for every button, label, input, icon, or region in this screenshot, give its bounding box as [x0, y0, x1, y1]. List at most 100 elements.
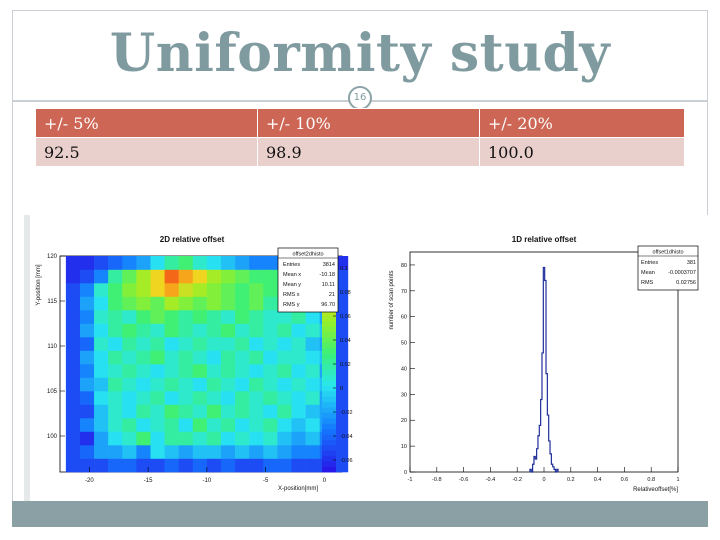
heatmap-cell: [178, 418, 194, 432]
heatmap-cell: [249, 445, 264, 459]
heatmap-cell: [79, 310, 95, 324]
heatmap-y-ticks: 120 115 110 105 100: [47, 254, 65, 440]
color-scale-tick-label: 0.06: [340, 314, 351, 320]
heatmap-cell: [178, 445, 194, 459]
heatmap-cell: [235, 323, 250, 338]
heatmap-cell: [94, 296, 109, 311]
heatmap-cell: [178, 458, 194, 473]
heatmap-cell: [108, 256, 123, 270]
heatmap-cell: [333, 404, 349, 419]
heatmap-cell: [192, 418, 208, 432]
heatmap-cell: [235, 337, 250, 351]
heatmap-cell: [136, 364, 151, 378]
heatmap-cell: [65, 391, 81, 405]
heatmap-cell: [333, 310, 349, 324]
heatmap-cell: [122, 296, 137, 311]
heatmap-cell: [178, 323, 194, 338]
heatmap-cell: [206, 445, 222, 459]
histogram-chart: 1D relative offset -1 -0.8 -0.6 -0.4 -0.2 0 0.…: [389, 235, 699, 493]
heatmap-cell: [108, 391, 123, 405]
heatmap-cell: [122, 391, 137, 405]
heatmap-cell: [249, 310, 264, 324]
heatmap-y-tick-label: 120: [47, 254, 58, 260]
heatmap-cell: [150, 364, 165, 378]
heatmap-cell: [263, 323, 278, 338]
heatmap-cell: [263, 350, 278, 365]
color-scale-tick-label: 0: [340, 386, 343, 392]
heatmap-cell: [192, 377, 208, 392]
color-scale-segment: [322, 439, 336, 446]
heatmap-cell: [249, 256, 264, 270]
heatmap-cell: [178, 337, 194, 351]
heatmap-cell: [206, 256, 222, 270]
heatmap-cell: [136, 445, 151, 459]
heatmap-cell: [291, 445, 306, 459]
heatmap-cell: [220, 269, 236, 284]
heatmap-cell: [79, 350, 95, 365]
heatmap-cell: [164, 377, 179, 392]
heatmap-cell: [94, 283, 109, 297]
heatmap-cell: [235, 431, 250, 446]
heatmap-cell: [220, 377, 236, 392]
histogram-y-tick-label: 30: [401, 392, 407, 398]
heatmap-cell: [164, 350, 179, 365]
heatmap-cell: [192, 364, 208, 378]
heatmap-cell: [235, 296, 250, 311]
heatmap-cell: [108, 458, 123, 473]
heatmap-cell: [235, 418, 250, 432]
color-scale-segment: [322, 418, 336, 424]
heatmap-cell: [150, 377, 165, 392]
heatmap-cell: [333, 350, 349, 365]
histogram-y-tick-label: 10: [401, 444, 407, 450]
heatmap-stats-label: Mean x: [283, 272, 301, 278]
heatmap-cell: [79, 269, 95, 284]
heatmap-cell: [235, 350, 250, 365]
heatmap-cell: [206, 337, 222, 351]
histogram-x-tick-label: 0.6: [621, 477, 629, 483]
heatmap-cell: [333, 364, 349, 378]
heatmap-cell: [263, 458, 278, 473]
color-scale-segment: [322, 310, 336, 316]
color-scale-tick-label: 0.08: [340, 290, 351, 296]
histogram-x-tick-label: 1: [676, 477, 679, 483]
heatmap-cell: [94, 269, 109, 284]
color-scale-segment: [322, 396, 336, 403]
histogram-x-tick-label: 0.8: [647, 477, 655, 483]
heatmap-cell: [305, 418, 320, 432]
heatmap-x-tick-label: -20: [85, 478, 94, 484]
heatmap-cell: [108, 296, 123, 311]
heatmap-cell: [150, 283, 165, 297]
heatmap-cell: [94, 323, 109, 338]
heatmap-cell: [220, 296, 236, 311]
heatmap-y-tick-label: 100: [47, 434, 58, 440]
heatmap-cell: [249, 431, 264, 446]
heatmap-cell: [249, 377, 264, 392]
heatmap-cell: [79, 283, 95, 297]
plot-image-border: [24, 215, 30, 501]
heatmap-cell: [220, 391, 236, 405]
heatmap-cell: [291, 377, 306, 392]
heatmap-cell: [108, 431, 123, 446]
heatmap-cell: [164, 458, 179, 473]
heatmap-cell: [65, 364, 81, 378]
heatmap-cell: [164, 445, 179, 459]
heatmap-cell: [291, 323, 306, 338]
heatmap-cell: [305, 391, 320, 405]
heatmap-cell: [136, 431, 151, 446]
histogram-x-tick-label: -0.4: [486, 477, 495, 483]
color-scale-segment: [322, 364, 336, 370]
heatmap-cell: [305, 445, 320, 459]
histogram-stats-frame: [637, 245, 699, 291]
heatmap-cell: [164, 310, 179, 324]
heatmap-cell: [136, 310, 151, 324]
heatmap-stats-frame: [277, 247, 339, 313]
heatmap-cell: [65, 458, 81, 473]
heatmap-chart: 2D relative offset -20 -15 -10 -5 0 120 115 11…: [36, 235, 353, 492]
heatmap-stats-label: RMS y: [283, 302, 300, 308]
heatmap-x-ticks: -20 -15 -10 -5 0: [85, 467, 327, 484]
heatmap-cell: [79, 364, 95, 378]
heatmap-cell: [291, 418, 306, 432]
heatmap-cell: [206, 418, 222, 432]
heatmap-cell: [136, 296, 151, 311]
heatmap-cell: [291, 350, 306, 365]
